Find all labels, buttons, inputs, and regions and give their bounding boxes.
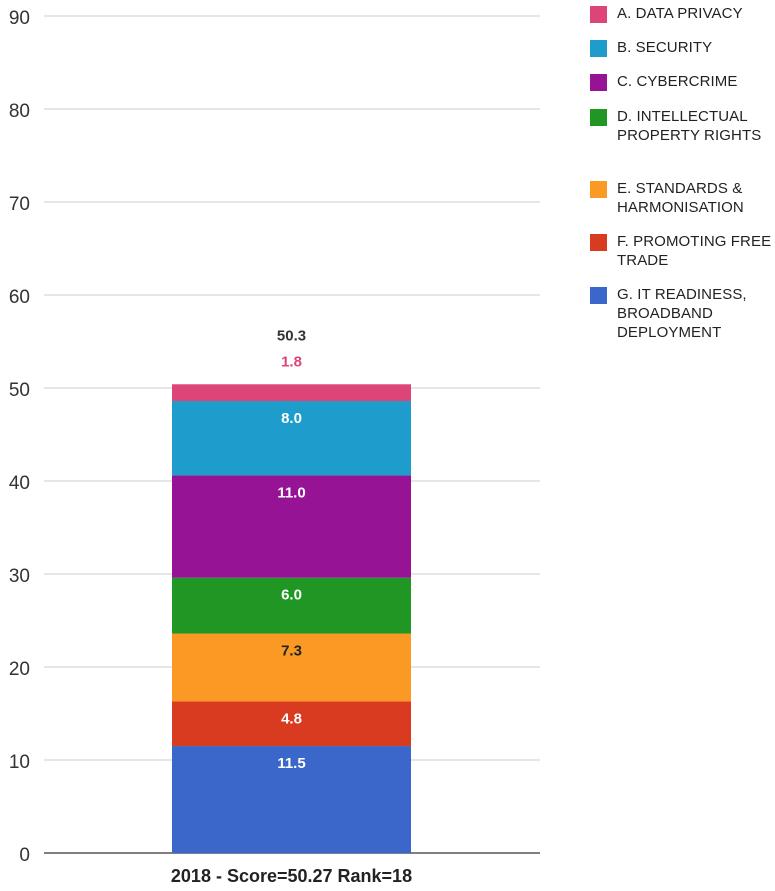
y-tick-label: 20: [9, 659, 30, 680]
data-label: 6.0: [281, 587, 302, 604]
legend-swatch: [590, 287, 607, 304]
legend-label: C. CYBERCRIME: [617, 73, 738, 90]
data-label: 11.5: [277, 755, 305, 772]
y-tick-label: 90: [9, 8, 30, 29]
legend-item-data-privacy: A. DATA PRIVACY: [590, 4, 775, 23]
y-tick-label: 30: [9, 566, 30, 587]
data-label: 11.0: [277, 484, 305, 501]
legend-item-standards-harmonisation: E. STANDARDS & HARMONISATION: [590, 179, 775, 217]
y-tick-label: 10: [9, 752, 30, 773]
legend-swatch: [590, 181, 607, 198]
legend-label: E. STANDARDS & HARMONISATION: [617, 180, 744, 216]
legend-swatch: [590, 109, 607, 126]
legend-swatch: [590, 74, 607, 91]
data-label: 4.8: [281, 710, 302, 727]
data-label: 1.8: [281, 353, 302, 370]
y-tick-label: 40: [9, 473, 30, 494]
legend-label: F. PROMOTING FREE TRADE: [617, 233, 772, 269]
y-tick-label: 60: [9, 287, 30, 308]
y-tick-label: 80: [9, 101, 30, 122]
bar-segment: [172, 701, 411, 747]
legend-swatch: [590, 6, 607, 23]
bar-segment: [172, 577, 411, 634]
legend-item-security: B. SECURITY: [590, 38, 775, 57]
bar-segment: [172, 384, 411, 402]
data-label: 8.0: [281, 410, 302, 427]
legend-label: D. INTELLECTUAL PROPERTY RIGHTS: [617, 108, 762, 144]
legend-label: B. SECURITY: [617, 39, 713, 56]
legend-item-intellectual-property-rights: D. INTELLECTUAL PROPERTY RIGHTS: [590, 107, 775, 145]
legend-swatch: [590, 40, 607, 57]
legend-label: A. DATA PRIVACY: [617, 5, 743, 22]
y-tick-label: 50: [9, 380, 30, 401]
legend-item-it-readiness: G. IT READINESS, BROADBAND DEPLOYMENT: [590, 285, 775, 342]
bar-segment: [172, 633, 411, 702]
x-tick-label: 2018 - Score=50.27 Rank=18: [171, 866, 412, 886]
bar-segment: [172, 746, 411, 853]
y-tick-label: 0: [19, 845, 30, 866]
data-label: 7.3: [281, 643, 302, 660]
y-tick-label: 70: [9, 194, 30, 215]
bar-segment: [172, 475, 411, 578]
bar-segment: [172, 401, 411, 476]
legend-item-cybercrime: C. CYBERCRIME: [590, 72, 775, 91]
legend-item-promoting-free-trade: F. PROMOTING FREE TRADE: [590, 232, 775, 270]
total-label: 50.3: [277, 327, 306, 344]
legend-swatch: [590, 234, 607, 251]
legend-label: G. IT READINESS, BROADBAND DEPLOYMENT: [617, 286, 747, 341]
